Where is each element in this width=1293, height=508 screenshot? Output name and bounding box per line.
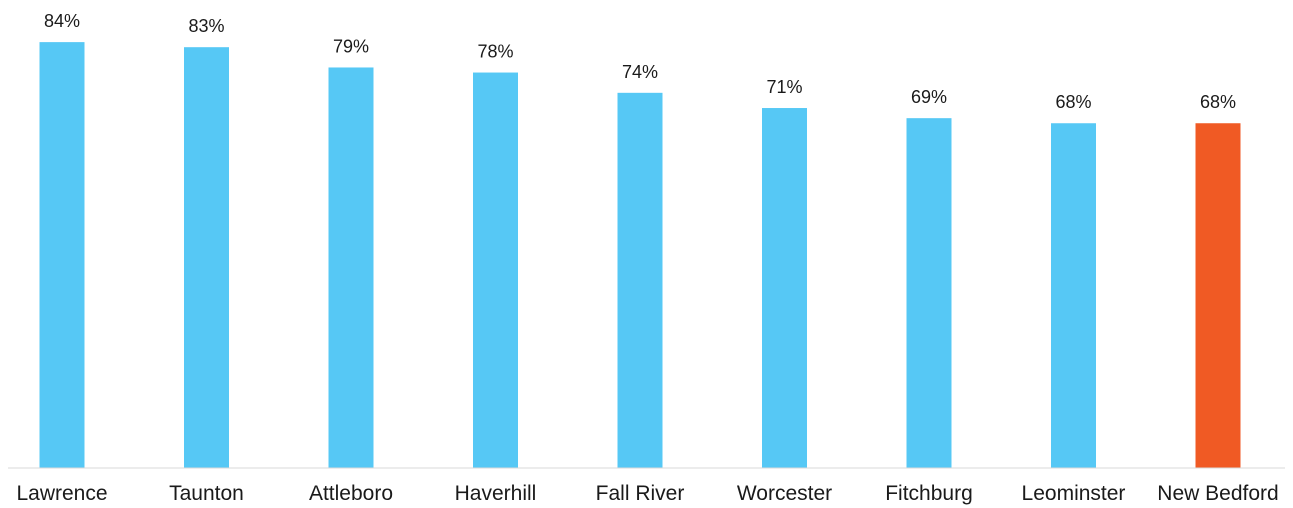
x-tick-label-worcester: Worcester <box>737 482 832 505</box>
value-label-worcester: 71% <box>766 77 802 97</box>
value-label-fall-river: 74% <box>622 62 658 82</box>
x-tick-labels-group: Lawrence Taunton Attleboro Haverhill Fall Ri… <box>16 482 1278 505</box>
bar-haverhill <box>473 72 518 468</box>
value-label-haverhill: 78% <box>477 42 513 62</box>
x-tick-label-fitchburg: Fitchburg <box>885 482 973 505</box>
x-tick-label-fall-river: Fall River <box>596 482 685 505</box>
bar-taunton <box>184 47 229 468</box>
bar-new-bedford <box>1195 123 1241 469</box>
value-label-taunton: 83% <box>188 16 224 36</box>
x-tick-label-attleboro: Attleboro <box>309 482 393 505</box>
value-label-leominster: 68% <box>1055 92 1091 112</box>
x-tick-label-lawrence: Lawrence <box>16 482 107 505</box>
bar-fitchburg <box>906 118 952 469</box>
value-label-attleboro: 79% <box>333 36 369 56</box>
value-labels-group: 84% 83% 79% 78% 74% 71% 69% 68% 68% <box>44 11 1236 112</box>
bar-fall-river <box>617 92 663 468</box>
x-tick-label-leominster: Leominster <box>1022 482 1126 505</box>
bar-worcester <box>762 108 807 468</box>
x-tick-label-taunton: Taunton <box>169 482 244 505</box>
bar-lawrence <box>39 42 85 469</box>
value-label-new-bedford: 68% <box>1200 92 1236 112</box>
x-tick-label-haverhill: Haverhill <box>455 482 537 505</box>
value-label-lawrence: 84% <box>44 11 80 31</box>
bar-leominster <box>1051 123 1096 469</box>
bar-attleboro <box>328 67 374 468</box>
bars-group <box>39 42 1241 469</box>
x-tick-label-new-bedford: New Bedford <box>1157 482 1278 505</box>
value-label-fitchburg: 69% <box>911 87 947 107</box>
